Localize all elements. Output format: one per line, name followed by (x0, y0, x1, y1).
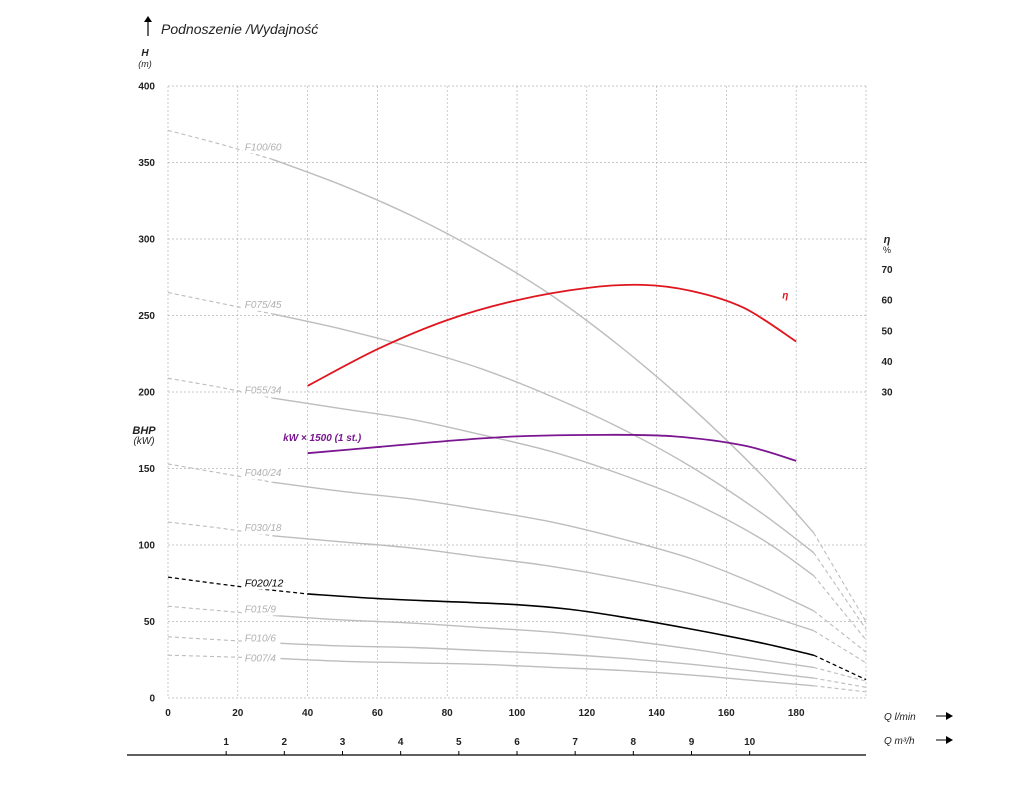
curve-label-f075-45: F075/45 (245, 300, 282, 311)
x2-tick-label: 7 (572, 737, 578, 748)
x2-tick-label: 2 (282, 737, 288, 748)
curve-f040-24-start (167, 463, 273, 483)
bhp-axis-label: BHP (132, 425, 156, 437)
curve-label-bg (242, 467, 286, 480)
curve-f007-4-end (813, 685, 867, 693)
curve-label-bg (242, 298, 286, 311)
curve-f030-18-end (813, 630, 867, 664)
curve-kw-1500-1-st (307, 433, 797, 462)
x2-tick-label: 5 (456, 737, 462, 748)
curve-label-f010-6: F010/6 (245, 633, 277, 644)
chart-title: Podnoszenie /Wydajność (161, 21, 318, 37)
y-axis-arrow-icon (144, 16, 152, 36)
eff-axis-unit: % (883, 245, 891, 255)
curve-f010-6 (272, 642, 814, 679)
y-tick-label: 0 (149, 694, 155, 705)
curve-label-f020-12: F020/12 (245, 577, 284, 589)
curve-label-bg (242, 522, 286, 535)
curve-f055-34 (272, 397, 815, 577)
curve-label-f030-18: F030/18 (245, 523, 282, 534)
curve-label-bg (242, 141, 286, 154)
curve-label-f007-4: F007/4 (245, 653, 277, 664)
x2-axis-label: Q m³/h (884, 736, 915, 747)
curve-label-f100-60: F100/60 (245, 142, 282, 153)
curve-f100-60 (272, 158, 815, 534)
curve-f020-12-start (167, 576, 308, 595)
eff-tick-label: 70 (881, 265, 893, 276)
y-tick-label: 300 (138, 235, 155, 246)
curve-f007-4 (272, 657, 814, 687)
curves (167, 129, 867, 693)
curve-f010-6-end (813, 677, 867, 688)
x-tick-label: 160 (718, 708, 735, 719)
curve-label-bg (242, 632, 281, 645)
x2-tick-label: 1 (223, 737, 229, 748)
curve-f075-45-start (167, 292, 273, 315)
y-axis-unit: (m) (138, 59, 152, 69)
curve-f100-60-end (813, 532, 867, 622)
x-tick-label: 60 (372, 708, 384, 719)
curve-eta (307, 283, 797, 387)
curve-f015-9 (272, 614, 814, 669)
eff-tick-label: 50 (881, 326, 893, 337)
eff-axis-label: η (884, 234, 891, 246)
curve-labels: F100/60 F075/45 F055/34 F040/24 F030/18 F015/… (242, 141, 788, 665)
curve-label-bg (242, 652, 281, 665)
curve-f015-9-end (813, 666, 867, 682)
x2-tick-label: 8 (631, 737, 637, 748)
x-tick-label: 180 (788, 708, 805, 719)
y-tick-label: 100 (138, 541, 155, 552)
grid (167, 85, 867, 699)
x2-axis-arrow-icon (936, 736, 953, 744)
curve-f075-45-end (813, 552, 867, 630)
x-tick-label: 80 (442, 708, 454, 719)
curve-f020-12 (307, 593, 814, 656)
x-tick-label: 40 (302, 708, 314, 719)
curve-label-f055-34: F055/34 (245, 386, 282, 397)
y-tick-label: 350 (138, 158, 155, 169)
y-tick-label: 400 (138, 82, 155, 93)
x2-tick-label: 10 (744, 737, 756, 748)
curve-label-kw-1500-1-st: kW × 1500 (1 st.) (283, 433, 362, 444)
curve-label-bg (242, 384, 286, 397)
eff-tick-label: 40 (881, 357, 893, 368)
x-axis-label: Q l/min (884, 712, 916, 723)
y-tick-label: 50 (144, 617, 156, 628)
y-tick-label: 150 (138, 464, 155, 475)
curve-label-f015-9: F015/9 (245, 604, 277, 615)
y-tick-label: 200 (138, 388, 155, 399)
eff-tick-label: 60 (881, 296, 893, 307)
x-tick-label: 100 (509, 708, 526, 719)
x-tick-label: 120 (578, 708, 595, 719)
curve-label-bg (242, 603, 281, 616)
curve-label-bg (242, 577, 286, 590)
y-axis-label: H (141, 48, 149, 59)
curve-f030-18 (272, 535, 814, 632)
eff-tick-label: 30 (881, 388, 893, 399)
x2-tick-label: 3 (340, 737, 346, 748)
curve-f040-24 (272, 481, 814, 612)
x2-tick-label: 4 (398, 737, 404, 748)
curve-label-eta: η (782, 291, 788, 302)
x2-tick-label: 9 (689, 737, 695, 748)
curve-f020-12-end (813, 654, 867, 681)
x-axis-arrow-icon (936, 712, 953, 720)
x-tick-label: 0 (165, 708, 171, 719)
curve-f075-45 (272, 313, 815, 554)
x2-tick-label: 6 (514, 737, 520, 748)
curve-label-f040-24: F040/24 (245, 468, 282, 479)
bhp-axis-unit: (kW) (133, 436, 154, 447)
x-tick-label: 140 (648, 708, 665, 719)
x-tick-label: 20 (232, 708, 244, 719)
y-tick-label: 250 (138, 311, 155, 322)
